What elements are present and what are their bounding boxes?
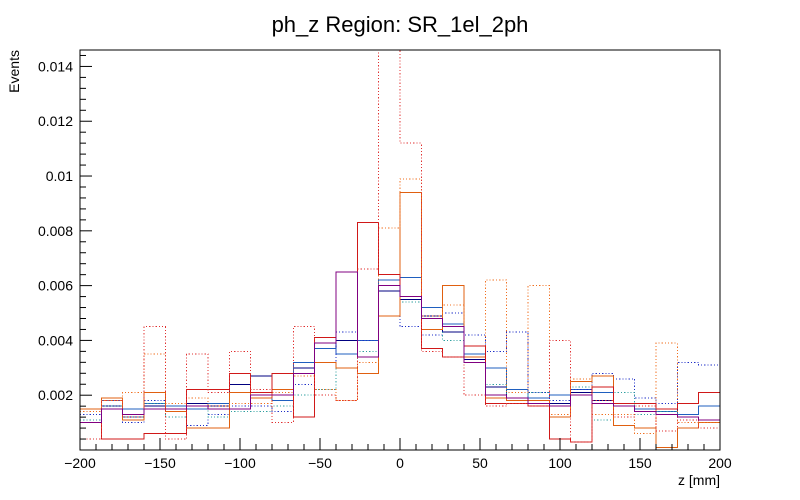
x-tick-label: 150 <box>628 455 652 471</box>
x-axis-title: z [mm] <box>678 472 720 488</box>
x-tick-label: −200 <box>64 455 96 471</box>
y-tick-label: 0.002 <box>38 387 73 403</box>
x-tick-label: 100 <box>548 455 572 471</box>
series-line-9 <box>80 271 720 424</box>
chart-title: ph_z Region: SR_1el_2ph <box>272 12 529 37</box>
x-tick-label: −100 <box>224 455 256 471</box>
y-tick-label: 0.006 <box>38 278 73 294</box>
x-tick-label: 0 <box>396 455 404 471</box>
x-tick-label: −150 <box>144 455 176 471</box>
y-axis-title: Events <box>6 50 22 93</box>
y-axis: 0.002 0.004 0.006 0.008 0.01 0.012 0.014 <box>38 54 92 440</box>
series-layer <box>80 49 720 448</box>
y-tick-label: 0.008 <box>38 223 73 239</box>
x-tick-label: 50 <box>472 455 488 471</box>
series-line-8 <box>80 49 720 443</box>
y-tick-label: 0.014 <box>38 58 73 74</box>
y-tick-label: 0.01 <box>46 168 73 184</box>
x-tick-label: −50 <box>308 455 332 471</box>
y-tick-label: 0.012 <box>38 113 73 129</box>
y-tick-label: 0.004 <box>38 332 73 348</box>
x-tick-label: 200 <box>708 455 732 471</box>
x-axis: −200 −150 −100 −50 0 50 100 150 200 <box>64 438 732 471</box>
